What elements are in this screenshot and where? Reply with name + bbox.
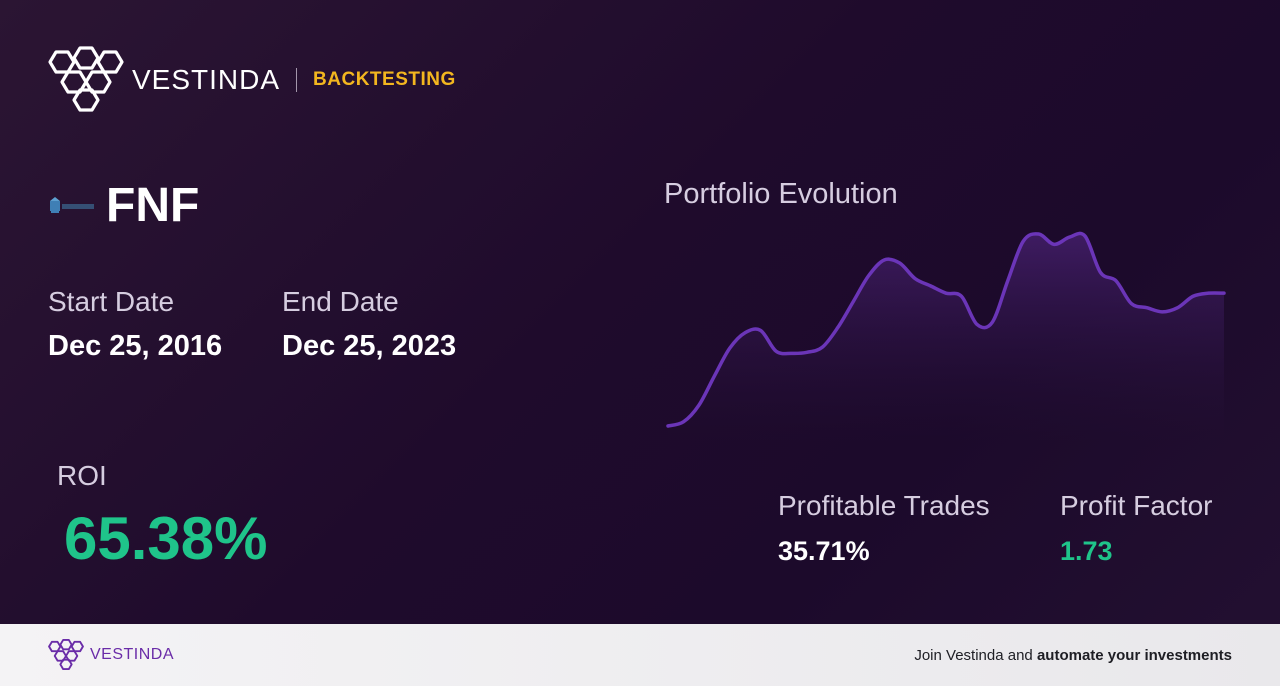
profitable-trades-value: 35.71%	[778, 536, 870, 566]
fnf-company-logo-icon	[50, 196, 94, 213]
profit-factor-value: 1.73	[1060, 536, 1113, 566]
profitable-trades-label: Profitable Trades	[778, 490, 990, 521]
portfolio-area	[668, 233, 1224, 442]
chart-title: Portfolio Evolution	[664, 178, 898, 210]
start-date-label: Start Date	[48, 286, 175, 317]
footer-cta-prefix: Join Vestinda and	[914, 646, 1033, 664]
brand-tag: BACKTESTING	[313, 69, 456, 90]
profit-factor-label: Profit Factor	[1060, 490, 1213, 521]
footer-cta[interactable]: Join Vestinda and automate your investme…	[914, 647, 1232, 664]
portfolio-chart	[666, 231, 1226, 442]
footer-brand-name: VESTINDA	[90, 646, 175, 663]
end-date-value: Dec 25, 2023	[282, 330, 457, 362]
footer-cta-bold: automate your investments	[1036, 646, 1232, 664]
ticker-header: FNF	[48, 178, 199, 233]
footer-bar: VESTINDA Join Vestinda and automate your…	[0, 624, 1280, 686]
portfolio-line	[666, 231, 1226, 428]
vestinda-footer-logo-icon	[48, 639, 84, 671]
roi-label: ROI	[57, 460, 107, 491]
start-date-value: Dec 25, 2016	[48, 330, 223, 362]
end-date-label: End Date	[282, 286, 399, 317]
footer-brand[interactable]: VESTINDA	[48, 639, 174, 671]
ticker-symbol: FNF	[106, 179, 200, 232]
main-panel: VESTINDA BACKTESTING FNF Start Date Dec …	[48, 46, 1226, 572]
vestinda-logo-icon	[48, 46, 124, 112]
brand-divider	[296, 68, 298, 92]
roi-value: 65.38%	[64, 505, 268, 572]
brand-header: VESTINDA BACKTESTING	[48, 46, 456, 114]
brand-name: VESTINDA	[132, 64, 281, 95]
